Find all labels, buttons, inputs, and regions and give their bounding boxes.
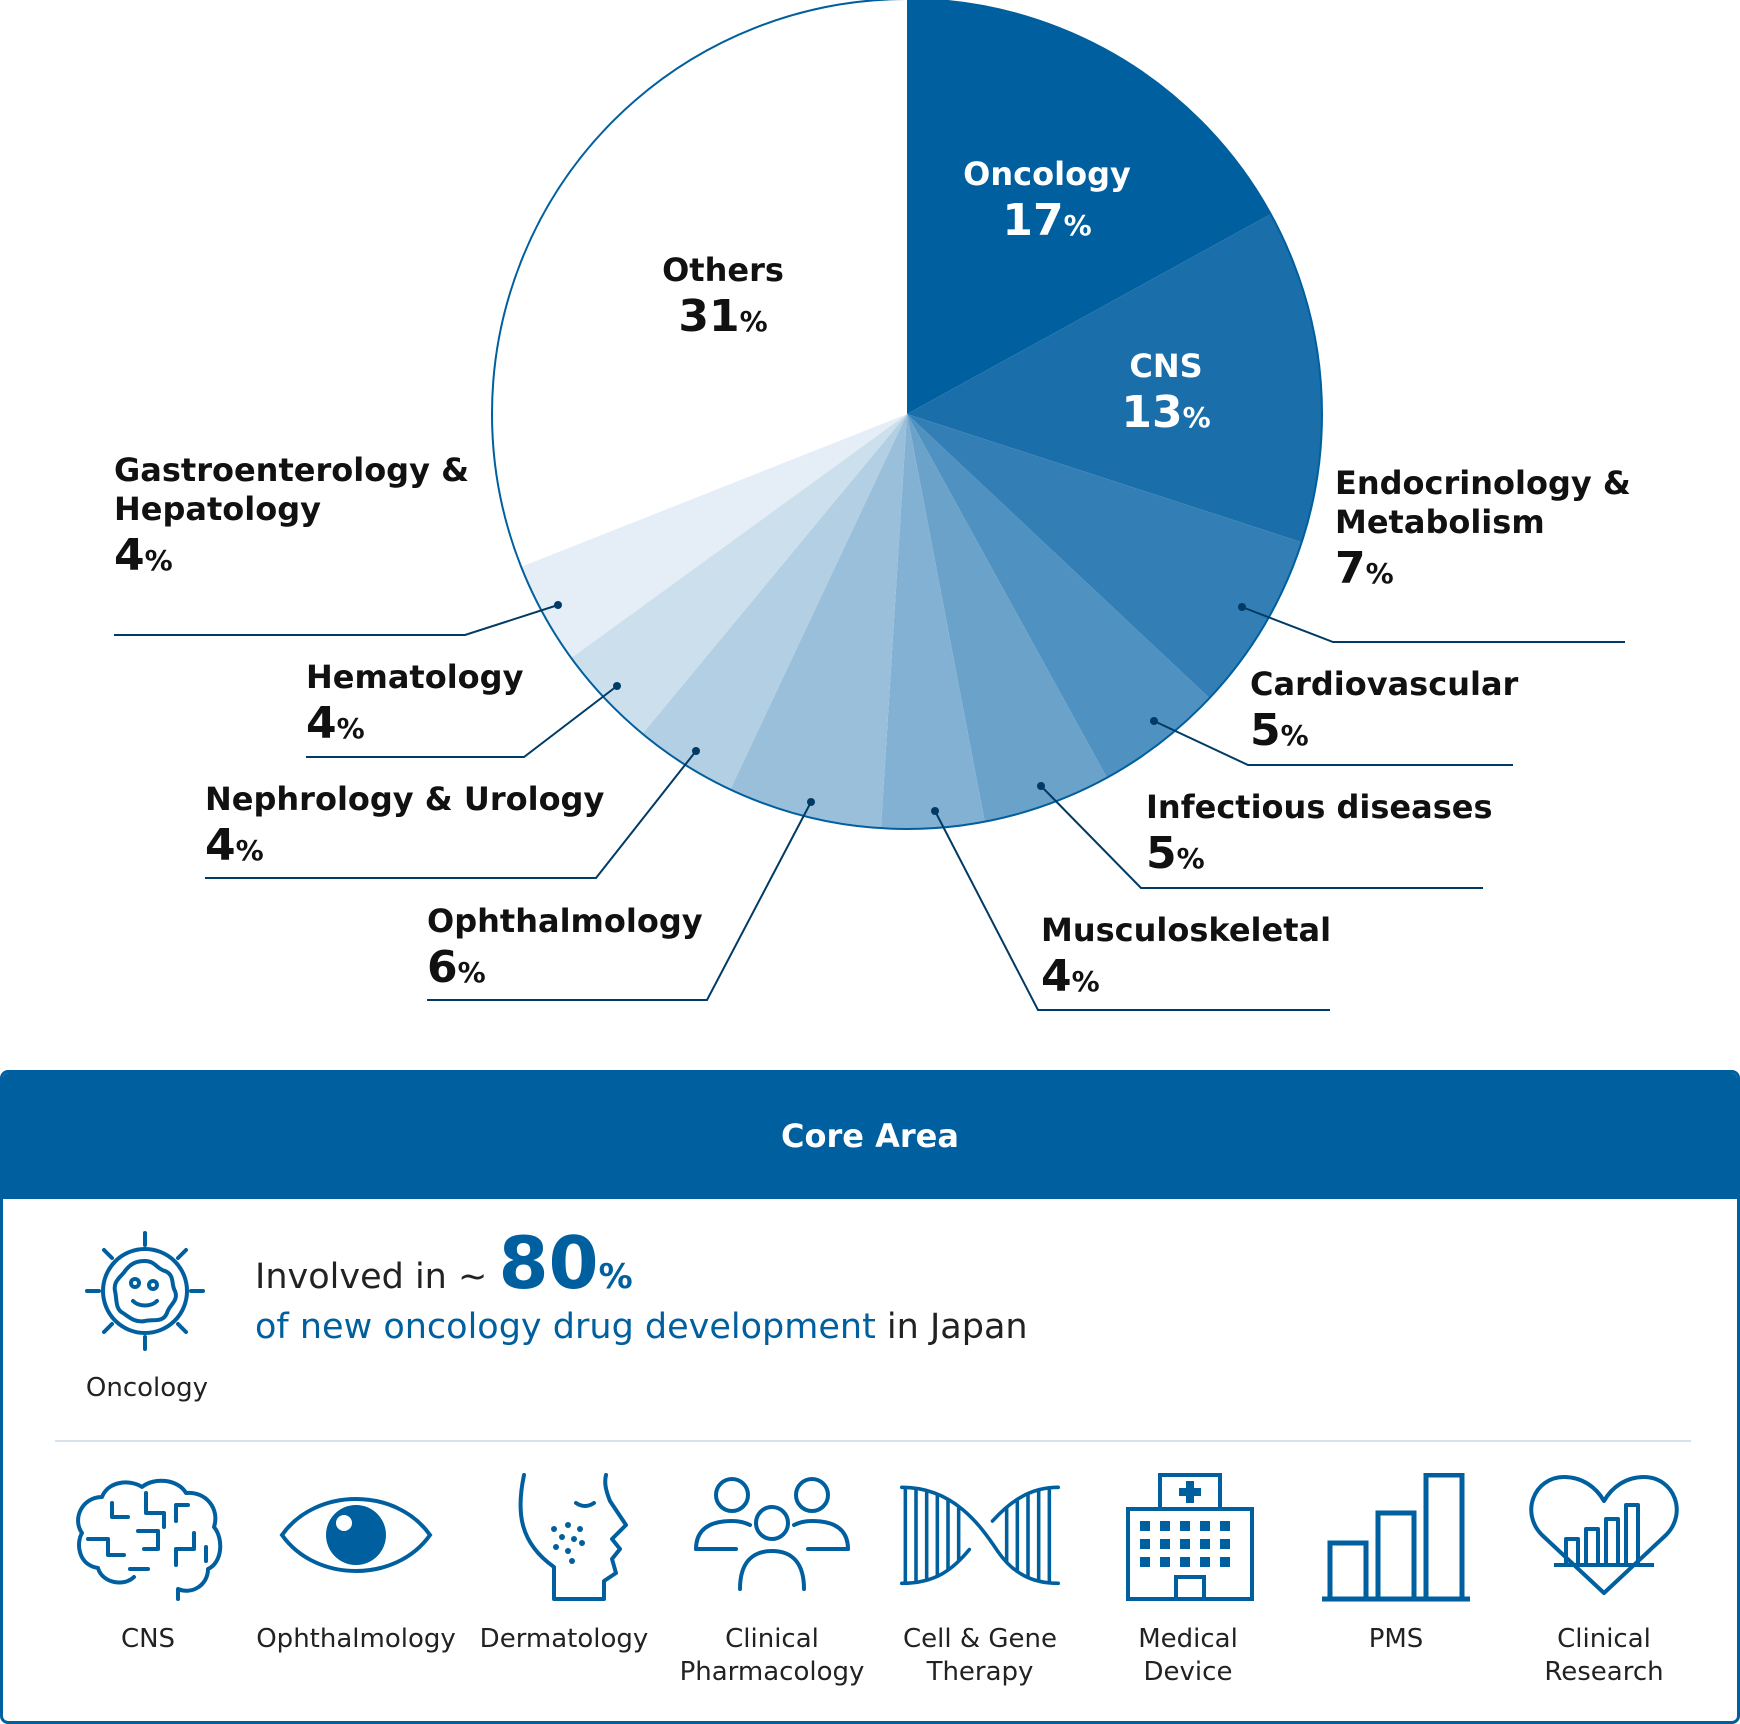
- leader-line-infectious-diseases: [1040, 785, 1483, 889]
- area-item-clinical-research: Clinical Research: [1499, 1473, 1709, 1713]
- area-item-clinical-pharmacology: Clinical Pharmacology: [667, 1473, 877, 1713]
- area-item-medical-device: Medical Device: [1083, 1473, 1293, 1713]
- slice-label-nephrology-urology: Nephrology & Urology: [205, 780, 604, 818]
- leader-line-cardiovascular: [1153, 720, 1513, 766]
- pie-slice-nephrology-urology: [642, 414, 907, 790]
- leader-line-hematology: [306, 685, 618, 758]
- slice-value-oncology: 17%: [1002, 195, 1091, 246]
- pie-slice-endocrinology-metabolism: [907, 414, 1302, 699]
- subline-highlight: of new oncology drug development: [255, 1307, 876, 1347]
- slice-label-musculoskeletal: Musculoskeletal: [1041, 911, 1331, 949]
- hospital-building-icon: [1126, 1473, 1254, 1601]
- slice-value-nephrology-urology: 4%: [205, 820, 264, 871]
- brain-icon: [76, 1478, 223, 1601]
- area-label-cns: CNS: [120, 1624, 176, 1654]
- subline-suffix: in Japan: [875, 1307, 1028, 1347]
- heart-chart-icon: [1529, 1475, 1679, 1595]
- leader-dot-nephrology-urology: [692, 747, 700, 755]
- slice-value-gastroenterology-hepatology: 4%: [114, 530, 173, 581]
- area-label-ophthalmology: Ophthalmology: [256, 1624, 456, 1654]
- leader-line-endocrinology-metabolism: [1241, 606, 1625, 643]
- pie-slice-cardiovascular: [907, 414, 1210, 778]
- pie-slice-gastroenterology-hepatology: [521, 414, 907, 658]
- oncology-cell-icon: [85, 1231, 205, 1351]
- oncology-label: Oncology: [85, 1373, 209, 1403]
- pie-slices: [492, 0, 1323, 829]
- leader-dot-gastroenterology-hepatology: [554, 601, 562, 609]
- slice-value-hematology: 4%: [306, 698, 365, 749]
- leader-line-gastroenterology-hepatology: [114, 604, 559, 636]
- section-divider: [55, 1440, 1691, 1442]
- area-item-ophthalmology: Ophthalmology: [251, 1473, 461, 1713]
- slice-label-oncology: Oncology: [963, 155, 1131, 193]
- slice-value-cns: 13%: [1121, 387, 1210, 438]
- pie-slice-oncology: [907, 0, 1271, 414]
- leader-dot-infectious-diseases: [1037, 782, 1045, 790]
- oncology-headline: Involved in ~ 80%: [255, 1221, 633, 1305]
- leader-line-nephrology-urology: [205, 750, 697, 879]
- area-label-cell-gene-therapy: Cell & Gene Therapy: [902, 1624, 1058, 1687]
- area-item-cns: CNS: [43, 1473, 253, 1713]
- area-label-clinical-pharmacology: Clinical Pharmacology: [679, 1624, 865, 1687]
- slice-label-endocrinology-metabolism: Endocrinology & Metabolism: [1335, 464, 1631, 541]
- slice-label-cardiovascular: Cardiovascular: [1250, 665, 1519, 703]
- area-item-cell-gene-therapy: Cell & Gene Therapy: [875, 1473, 1085, 1713]
- leader-dot-endocrinology-metabolism: [1238, 603, 1246, 611]
- slice-value-infectious-diseases: 5%: [1146, 828, 1205, 879]
- core-area-panel: Core Area Oncology Involved in ~ 80% of …: [0, 1070, 1740, 1724]
- pie-slice-infectious-diseases: [907, 414, 1107, 822]
- leader-dot-musculoskeletal: [931, 807, 939, 815]
- slice-value-cardiovascular: 5%: [1250, 705, 1309, 756]
- leader-dot-cardiovascular: [1150, 717, 1158, 725]
- slice-label-infectious-diseases: Infectious diseases: [1146, 788, 1493, 826]
- slice-label-ophthalmology: Ophthalmology: [427, 902, 703, 940]
- leader-dot-hematology: [613, 682, 621, 690]
- area-item-pms: PMS: [1291, 1473, 1501, 1713]
- area-label-pms: PMS: [1368, 1624, 1424, 1654]
- bar-chart-icon: [1322, 1473, 1470, 1602]
- slice-value-endocrinology-metabolism: 7%: [1335, 543, 1394, 594]
- slice-label-gastroenterology-hepatology: Gastroenterology & Hepatology: [114, 451, 469, 528]
- core-area-icon-row: CNS Ophthalmology De: [43, 1473, 1703, 1713]
- slice-value-others: 31%: [678, 291, 767, 342]
- headline-percent: %: [598, 1257, 633, 1297]
- pie-slice-ophthalmology: [730, 414, 907, 829]
- area-item-dermatology: Dermatology: [459, 1473, 669, 1713]
- pie-slice-musculoskeletal: [880, 414, 985, 829]
- oncology-subline: of new oncology drug development in Japa…: [255, 1307, 1028, 1347]
- pie-slice-others: [492, 0, 907, 567]
- pie-slice-hematology: [571, 414, 907, 734]
- slice-value-ophthalmology: 6%: [427, 942, 486, 993]
- pie-slice-cns: [907, 214, 1323, 543]
- area-label-medical-device: Medical Device: [1138, 1624, 1238, 1687]
- leader-dot-ophthalmology: [807, 798, 815, 806]
- eye-icon: [279, 1497, 433, 1573]
- leader-line-ophthalmology: [427, 801, 812, 1001]
- slice-label-cns: CNS: [1129, 347, 1202, 385]
- slice-value-musculoskeletal: 4%: [1041, 951, 1100, 1002]
- face-skin-icon: [518, 1473, 628, 1601]
- people-group-icon: [694, 1477, 850, 1591]
- dna-helix-icon: [900, 1485, 1060, 1586]
- headline-prefix: Involved in ~: [255, 1257, 499, 1297]
- slice-label-hematology: Hematology: [306, 658, 524, 696]
- core-area-header: Core Area: [3, 1073, 1737, 1199]
- headline-number: 80: [498, 1221, 599, 1305]
- area-label-dermatology: Dermatology: [479, 1624, 649, 1654]
- area-label-clinical-research: Clinical Research: [1544, 1624, 1664, 1687]
- pie-outline: [491, 0, 1323, 830]
- slice-label-others: Others: [662, 251, 784, 289]
- leader-line-musculoskeletal: [934, 810, 1330, 1011]
